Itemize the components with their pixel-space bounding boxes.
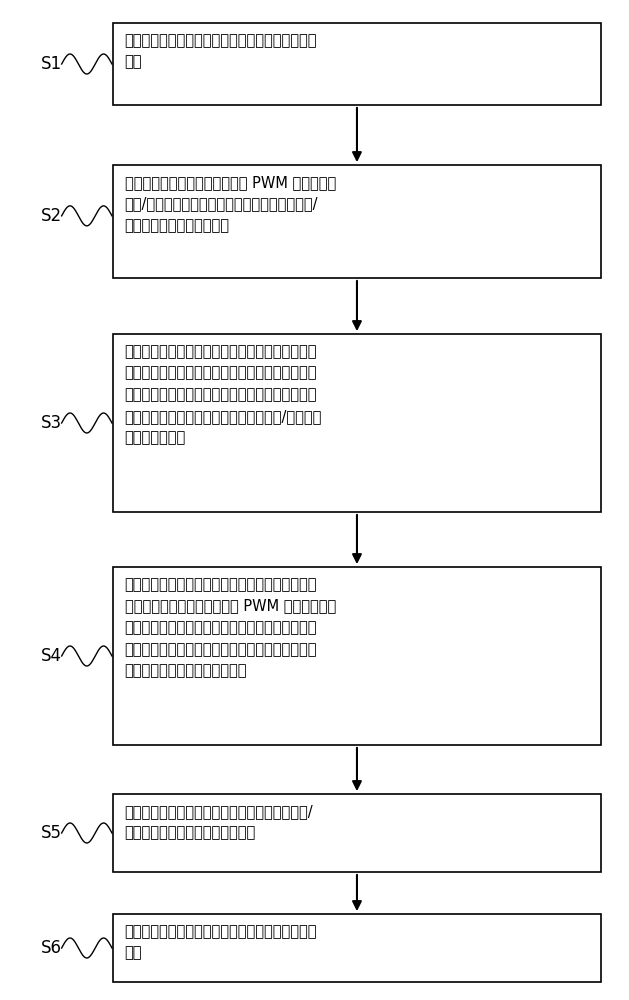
- Bar: [113, 794, 601, 872]
- Text: S5: S5: [41, 824, 62, 842]
- Text: S1: S1: [41, 55, 62, 73]
- Text: 接收到控制器发出的所述换挡过程结束命令后，控
制器提供给电磁阀的电信号由 PWM 信号转变为小
占空比的电流信号，当由于蓄电池或控制器电路电
压发生变化引起电流: 接收到控制器发出的所述换挡过程结束命令后，控 制器提供给电磁阀的电信号由 PWM…: [125, 577, 336, 678]
- Bar: [113, 334, 601, 512]
- Text: 直到接收到控制器的换挡信号，需要分离离合器/
制动器为止，转入调压控制阶段；: 直到接收到控制器的换挡信号，需要分离离合器/ 制动器为止，转入调压控制阶段；: [125, 804, 313, 841]
- Bar: [113, 914, 601, 982]
- Text: S6: S6: [41, 939, 62, 957]
- Bar: [113, 23, 601, 105]
- Bar: [113, 165, 601, 278]
- Text: S2: S2: [41, 207, 62, 225]
- Bar: [113, 567, 601, 745]
- Text: S3: S3: [41, 414, 62, 432]
- Text: 当接收到换挡信号后，控制器开始对电磁阀进行控
制；: 当接收到换挡信号后，控制器开始对电磁阀进行控 制；: [125, 33, 317, 70]
- Text: S4: S4: [41, 647, 62, 665]
- Text: 根据载波控制技术，控制器输出 PWM 信号，对离
合器/制动器油路进行调压控制，使得所述离合器/
制动器油路油压平稳上升；: 根据载波控制技术，控制器输出 PWM 信号，对离 合器/制动器油路进行调压控制，…: [125, 175, 336, 233]
- Text: 调压控制阶段结束，控制程序退出对此电磁阀的控
制。: 调压控制阶段结束，控制程序退出对此电磁阀的控 制。: [125, 924, 317, 961]
- Text: 控制器在此过程中不断采集涡轮转速和所述自动变
速器输出轴转速信号，并将二者进行对比分析，当
二者之比与预计要接合挡位的传动比相符合时，控
制器发出换挡过程结束命: 控制器在此过程中不断采集涡轮转速和所述自动变 速器输出轴转速信号，并将二者进行对…: [125, 344, 322, 445]
